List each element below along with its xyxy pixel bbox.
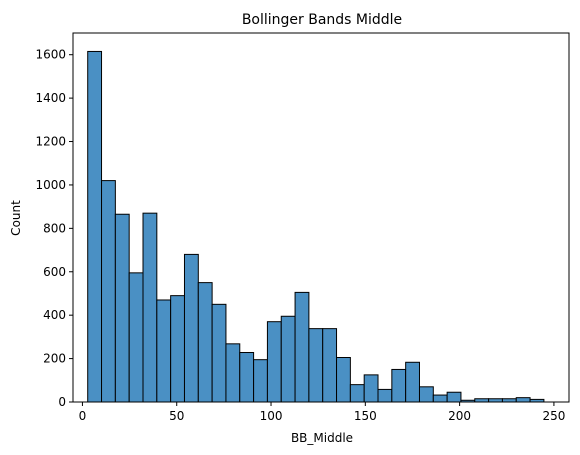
y-axis-ticks: 0 200 400 600 800 1000 1200 1400 1600 bbox=[35, 48, 73, 409]
plot-frame bbox=[72, 32, 570, 403]
histogram-bar bbox=[114, 213, 130, 403]
histogram-bar bbox=[322, 328, 338, 403]
histogram-bar bbox=[142, 212, 158, 403]
histogram-bar bbox=[170, 295, 185, 403]
y-tick-label: 1000 bbox=[35, 178, 66, 192]
y-tick-label: 0 bbox=[58, 395, 66, 409]
histogram-bar bbox=[377, 388, 393, 403]
x-tick-label: 250 bbox=[542, 409, 565, 423]
histogram-bar bbox=[280, 315, 296, 403]
x-tick-label: 100 bbox=[260, 409, 283, 423]
y-tick-label: 600 bbox=[43, 265, 66, 279]
x-tick-label: 200 bbox=[448, 409, 471, 423]
y-tick-label: 800 bbox=[43, 221, 66, 235]
histogram-bar bbox=[183, 253, 199, 403]
x-tick-label: 50 bbox=[169, 409, 184, 423]
histogram-bar bbox=[101, 180, 116, 403]
y-tick-label: 400 bbox=[43, 308, 66, 322]
histogram-bar bbox=[266, 321, 282, 403]
histogram-bar bbox=[294, 291, 310, 403]
histogram-bar bbox=[432, 394, 448, 403]
bars-group bbox=[87, 50, 545, 403]
histogram-bar bbox=[87, 50, 103, 403]
histogram-bar bbox=[349, 384, 365, 403]
histogram-bar bbox=[225, 343, 241, 403]
y-tick-label: 1200 bbox=[35, 135, 66, 149]
histogram-bar bbox=[515, 397, 531, 403]
y-axis-label: Count bbox=[9, 200, 23, 236]
chart-title: Bollinger Bands Middle bbox=[242, 12, 402, 28]
x-tick-label: 0 bbox=[79, 409, 87, 423]
y-tick-label: 200 bbox=[43, 352, 66, 366]
histogram-bar bbox=[418, 386, 434, 403]
histogram-bar bbox=[405, 361, 420, 403]
histogram-bar bbox=[253, 359, 268, 403]
histogram-bar bbox=[211, 303, 227, 403]
x-axis-label: BB_Middle bbox=[291, 431, 353, 445]
histogram-bar bbox=[363, 374, 379, 403]
histogram-bar bbox=[128, 272, 144, 403]
histogram-bar bbox=[239, 352, 255, 403]
histogram-bar bbox=[197, 282, 213, 403]
histogram-bar bbox=[336, 357, 351, 403]
histogram-bar bbox=[446, 391, 462, 403]
histogram-bar bbox=[391, 368, 407, 403]
histogram-bar bbox=[156, 299, 172, 403]
x-tick-label: 150 bbox=[354, 409, 377, 423]
y-tick-label: 1600 bbox=[35, 48, 66, 62]
y-tick-label: 1400 bbox=[35, 91, 66, 105]
histogram-bar bbox=[308, 328, 324, 403]
x-axis-ticks: 0 50 100 150 200 250 bbox=[79, 402, 565, 423]
